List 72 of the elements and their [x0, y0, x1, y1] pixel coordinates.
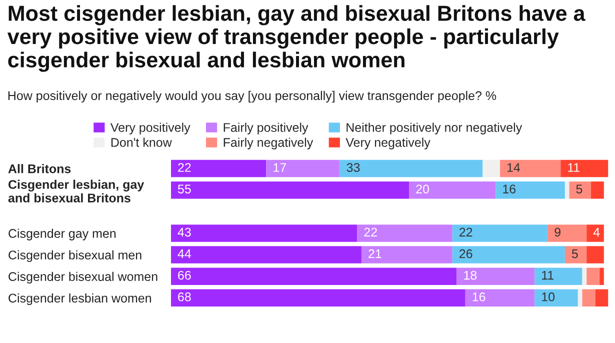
legend-label: Fairly positively: [224, 122, 308, 134]
chart-title: Most cisgender lesbian, gay and bisexual Britons have a very positive view of transgender people - particularly cisgender bisexual and lesbian women: [7, 5, 586, 72]
bar: [586, 224, 604, 242]
data-label: 10: [542, 292, 555, 302]
data-label: 18: [464, 270, 477, 280]
y-tick-label: Cisgender bisexual men: [8, 250, 142, 262]
bar: [586, 246, 604, 264]
data-label: 14: [507, 163, 520, 172]
y-tick-label: All Britons: [8, 164, 71, 174]
data-label: 5: [576, 184, 582, 194]
bar: [534, 268, 582, 285]
legend-label: Fairly negatively: [224, 138, 314, 150]
bar: [170, 181, 410, 199]
bar: [409, 181, 496, 199]
data-label: 16: [472, 292, 486, 302]
data-label: 55: [178, 184, 191, 194]
bar: [170, 160, 266, 178]
bar: [560, 160, 608, 178]
data-label: 22: [460, 228, 472, 236]
bar: [595, 289, 608, 307]
bar: [496, 181, 565, 199]
y-tick-label: Cisgender lesbian women: [8, 293, 151, 306]
bar: [465, 289, 535, 307]
data-label: 33: [346, 163, 360, 172]
bar: [482, 160, 500, 178]
bar: [170, 246, 362, 264]
bar: [590, 181, 604, 199]
bar: [534, 289, 578, 307]
legend-label: Don't know: [111, 138, 172, 147]
bar: [170, 268, 457, 285]
bar: [564, 181, 570, 199]
data-label: 20: [416, 184, 429, 194]
bar: [569, 181, 591, 199]
y-tick-label: Cisgender lesbian, gay and bisexual Britons: [8, 180, 144, 202]
data-label: 4: [593, 228, 600, 236]
data-label: 22: [178, 163, 191, 172]
bar: [340, 160, 483, 178]
legend-label: Neither positively nor negatively: [346, 122, 522, 134]
bar: [500, 160, 561, 178]
y-tick-label: Cisgender bisexual women: [8, 272, 158, 284]
bar: [266, 160, 340, 178]
bar: [452, 224, 548, 242]
data-label: 26: [460, 249, 472, 258]
data-label: 17: [274, 163, 286, 172]
data-label: 22: [364, 228, 377, 236]
data-label: 21: [368, 249, 382, 258]
data-label: 16: [503, 184, 516, 194]
data-label: 11: [542, 270, 554, 280]
bar: [548, 224, 587, 242]
data-label: 66: [178, 270, 191, 280]
data-label: 11: [568, 163, 580, 172]
bar: [357, 224, 452, 242]
bar: [582, 268, 587, 285]
bar: [600, 268, 604, 285]
data-label: 5: [572, 249, 578, 258]
bar: [170, 289, 466, 307]
legend-label: Very positively: [110, 122, 190, 134]
bar: [582, 289, 596, 307]
data-label: 44: [178, 249, 191, 258]
bar: [170, 224, 358, 242]
chart-subtitle: How positively or negatively would you say [you personally] view transgender people? %: [8, 90, 496, 103]
bar: [456, 268, 535, 285]
bar: [361, 246, 452, 264]
bar: [452, 246, 565, 264]
bar: [578, 289, 582, 307]
data-label: 9: [554, 228, 560, 237]
y-tick-label: Cisgender gay men: [8, 228, 116, 240]
legend-label: Very negatively: [346, 138, 430, 150]
data-label: 43: [178, 228, 191, 237]
bar: [564, 246, 587, 264]
bar: [586, 268, 600, 285]
data-label: 68: [178, 292, 191, 302]
